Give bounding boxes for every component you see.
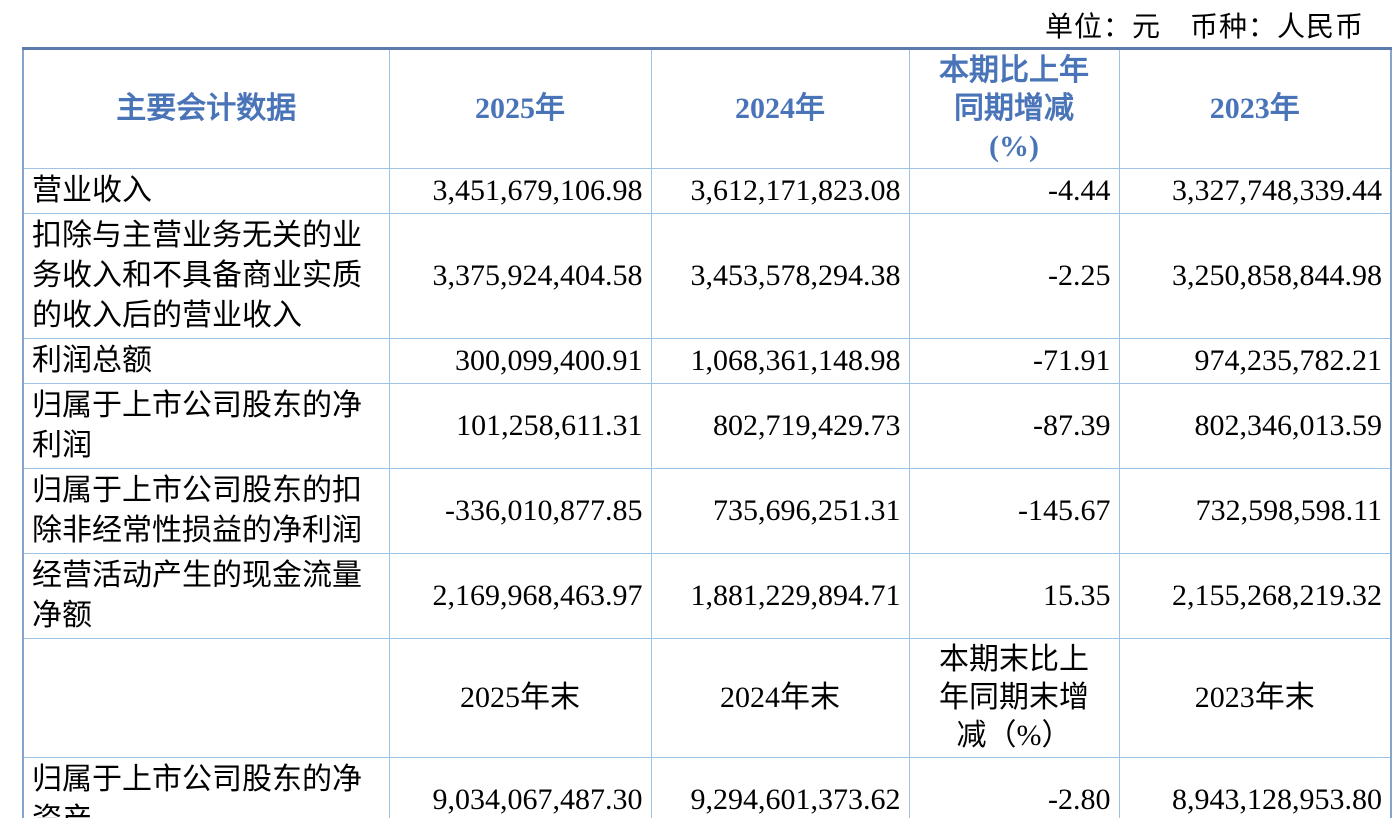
pct-change-cell: -87.39 xyxy=(908,383,1120,469)
subheader-change: 本期末比上 年同期末增 减（%） xyxy=(908,638,1120,758)
value-cell-2024: 3,612,171,823.08 xyxy=(650,168,910,214)
table-row: 扣除与主营业务无关的业务收入和不具备商业实质的收入后的营业收入 3,375,92… xyxy=(22,213,1392,339)
row-label-cell: 经营活动产生的现金流量净额 xyxy=(22,553,390,639)
value-cell-2024: 9,294,601,373.62 xyxy=(650,757,910,818)
key-financials-table: 主要会计数据 2025年 2024年 本期比上年 同期增减 (%) 2023年 … xyxy=(22,47,1392,818)
row-label-cell: 归属于上市公司股东的净资产 xyxy=(22,757,390,818)
col-header-change: 本期比上年 同期增减 (%) xyxy=(908,48,1120,169)
col-header-2023: 2023年 xyxy=(1118,48,1392,169)
col-header-2025: 2025年 xyxy=(388,48,652,169)
row-label-cell: 归属于上市公司股东的扣除非经常性损益的净利润 xyxy=(22,468,390,554)
value-cell-2023: 8,943,128,953.80 xyxy=(1118,757,1392,818)
table-row: 归属于上市公司股东的净利润 101,258,611.31 802,719,429… xyxy=(22,383,1392,469)
value-cell-2023: 2,155,268,219.32 xyxy=(1118,553,1392,639)
subheader-2024-end: 2024年末 xyxy=(650,638,910,758)
pct-change-cell: -71.91 xyxy=(908,338,1120,384)
pct-change-cell: -2.25 xyxy=(908,213,1120,339)
table-row: 归属于上市公司股东的扣除非经常性损益的净利润 -336,010,877.85 7… xyxy=(22,468,1392,554)
value-cell-2023: 974,235,782.21 xyxy=(1118,338,1392,384)
row-label-cell: 扣除与主营业务无关的业务收入和不具备商业实质的收入后的营业收入 xyxy=(22,213,390,339)
value-cell-2025: -336,010,877.85 xyxy=(388,468,652,554)
value-cell-2025: 101,258,611.31 xyxy=(388,383,652,469)
pct-change-cell: -4.44 xyxy=(908,168,1120,214)
subheader-2023-end: 2023年末 xyxy=(1118,638,1392,758)
value-cell-2024: 735,696,251.31 xyxy=(650,468,910,554)
pct-change-cell: -145.67 xyxy=(908,468,1120,554)
subheader-2025-end: 2025年末 xyxy=(388,638,652,758)
subheader-empty-cell xyxy=(22,638,390,758)
value-cell-2025: 300,099,400.91 xyxy=(388,338,652,384)
value-cell-2023: 3,327,748,339.44 xyxy=(1118,168,1392,214)
table-row: 经营活动产生的现金流量净额 2,169,968,463.97 1,881,229… xyxy=(22,553,1392,639)
value-cell-2023: 732,598,598.11 xyxy=(1118,468,1392,554)
table-row: 营业收入 3,451,679,106.98 3,612,171,823.08 -… xyxy=(22,168,1392,214)
col-header-2024: 2024年 xyxy=(650,48,910,169)
value-cell-2024: 1,881,229,894.71 xyxy=(650,553,910,639)
pct-change-cell: -2.80 xyxy=(908,757,1120,818)
table-header-row: 主要会计数据 2025年 2024年 本期比上年 同期增减 (%) 2023年 xyxy=(22,48,1392,169)
row-label-cell: 营业收入 xyxy=(22,168,390,214)
row-label-cell: 归属于上市公司股东的净利润 xyxy=(22,383,390,469)
table-row: 利润总额 300,099,400.91 1,068,361,148.98 -71… xyxy=(22,338,1392,384)
value-cell-2025: 2,169,968,463.97 xyxy=(388,553,652,639)
table-row: 归属于上市公司股东的净资产 9,034,067,487.30 9,294,601… xyxy=(22,757,1392,818)
value-cell-2023: 802,346,013.59 xyxy=(1118,383,1392,469)
value-cell-2025: 3,451,679,106.98 xyxy=(388,168,652,214)
value-cell-2025: 3,375,924,404.58 xyxy=(388,213,652,339)
value-cell-2024: 1,068,361,148.98 xyxy=(650,338,910,384)
table-subheader-row: 2025年末 2024年末 本期末比上 年同期末增 减（%） 2023年末 xyxy=(22,638,1392,758)
row-label-cell: 利润总额 xyxy=(22,338,390,384)
value-cell-2024: 802,719,429.73 xyxy=(650,383,910,469)
value-cell-2024: 3,453,578,294.38 xyxy=(650,213,910,339)
pct-change-cell: 15.35 xyxy=(908,553,1120,639)
col-header-metric: 主要会计数据 xyxy=(22,48,390,169)
unit-currency-caption: 单位：元 币种：人民币 xyxy=(1044,12,1364,43)
value-cell-2025: 9,034,067,487.30 xyxy=(388,757,652,818)
value-cell-2023: 3,250,858,844.98 xyxy=(1118,213,1392,339)
